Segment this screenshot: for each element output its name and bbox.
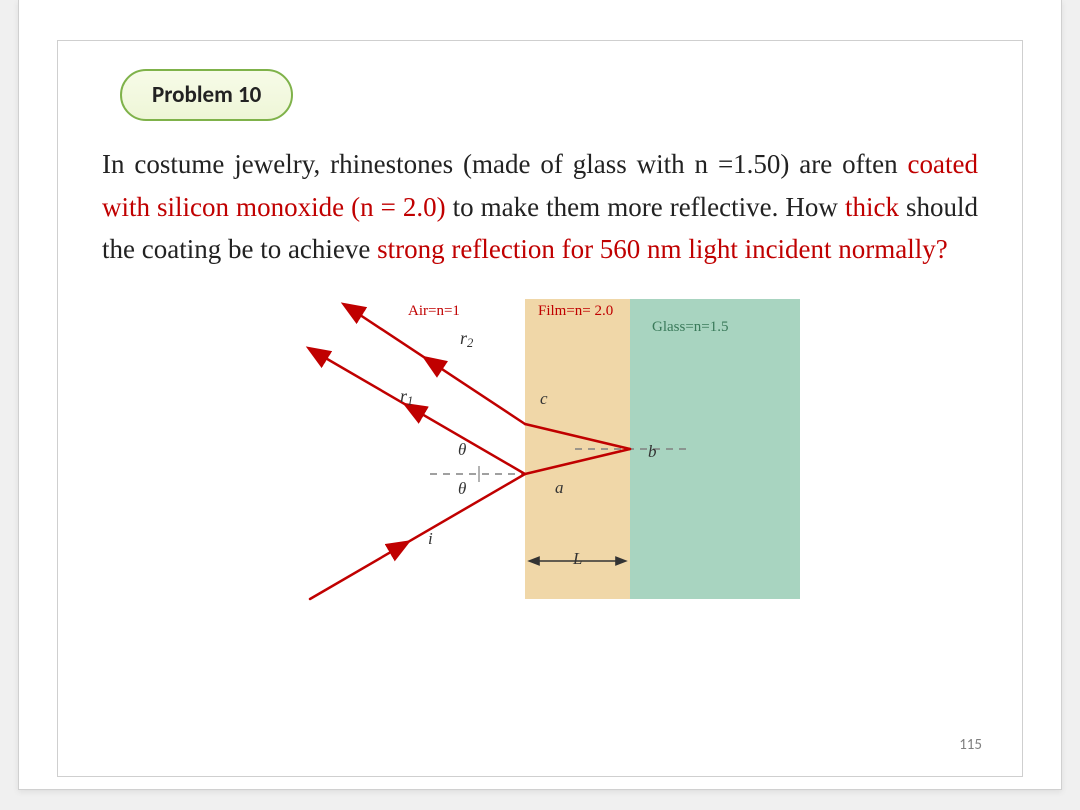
svg-text:Film=n= 2.0: Film=n= 2.0: [538, 303, 613, 319]
svg-text:L: L: [572, 549, 582, 568]
svg-text:Air=n=1: Air=n=1: [408, 303, 460, 319]
svg-text:b: b: [648, 442, 657, 461]
svg-text:c: c: [540, 389, 548, 408]
svg-text:θ: θ: [458, 479, 466, 498]
svg-text:θ: θ: [458, 440, 466, 459]
svg-text:r2: r2: [460, 328, 474, 350]
svg-text:Glass=n=1.5: Glass=n=1.5: [652, 319, 729, 335]
diagram-svg: Air=n=1 Film=n= 2.0 Glass=n=1.5 r2 r1 c b a i θ θ L: [280, 289, 800, 609]
problem-badge: Problem 10: [120, 69, 293, 121]
thin-film-diagram: Air=n=1 Film=n= 2.0 Glass=n=1.5 r2 r1 c b a i θ θ L: [280, 289, 800, 614]
problem-text: In costume jewelry, rhinestones (made of…: [102, 143, 978, 271]
svg-text:r1: r1: [400, 386, 413, 408]
svg-text:i: i: [428, 529, 433, 548]
svg-text:a: a: [555, 478, 564, 497]
page-number: 115: [959, 736, 982, 754]
outer-frame: Problem 10 In costume jewelry, rhineston…: [18, 0, 1062, 790]
slide-card: Problem 10 In costume jewelry, rhineston…: [57, 40, 1023, 777]
